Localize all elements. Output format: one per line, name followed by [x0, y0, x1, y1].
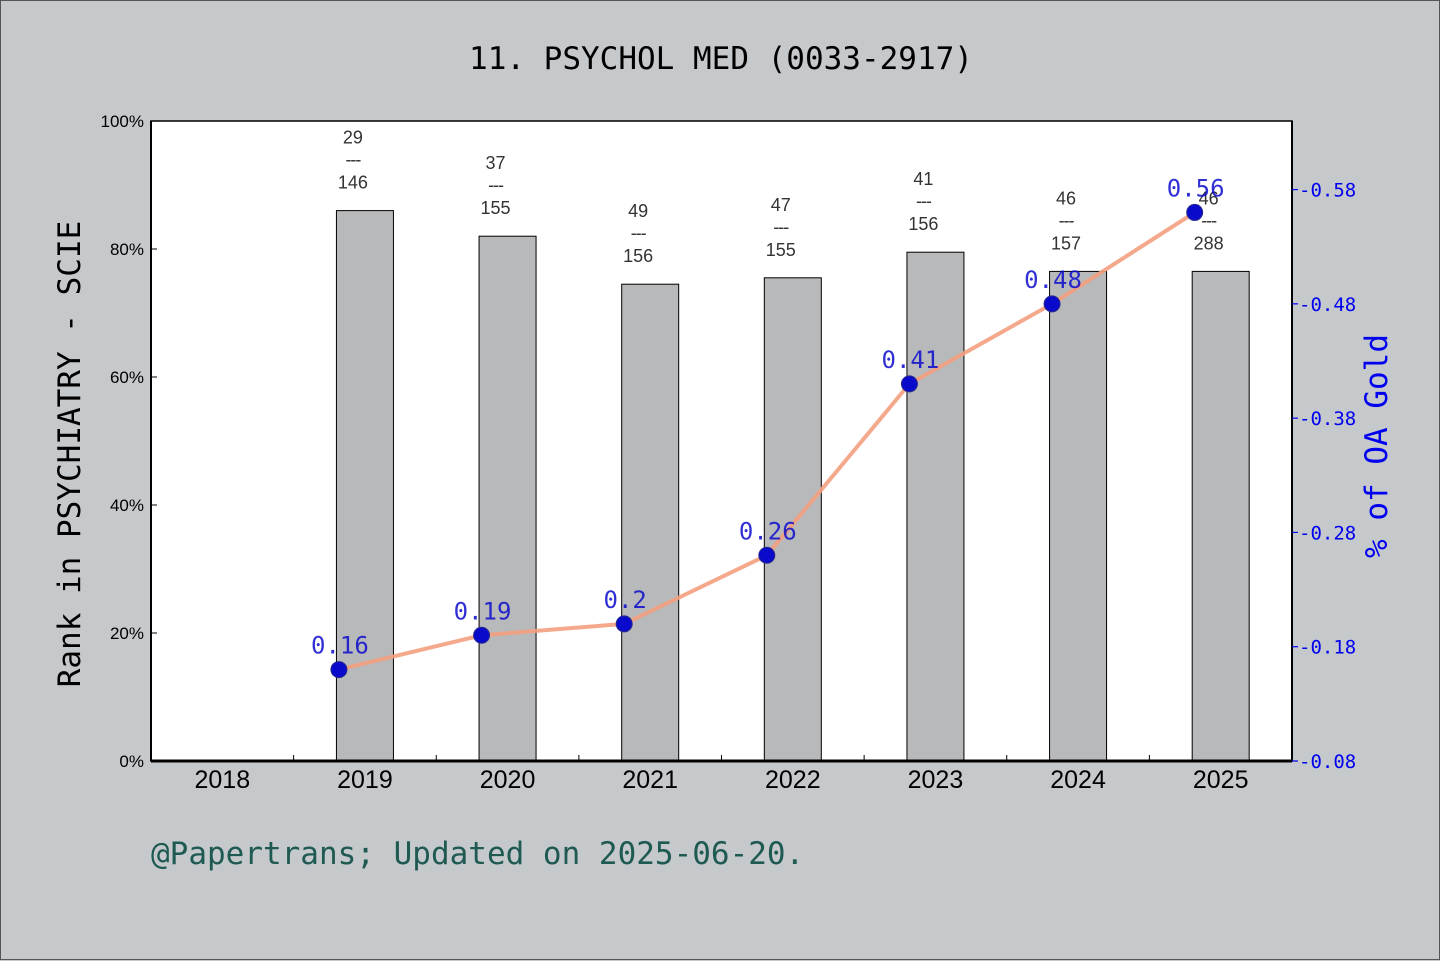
y-axis-title: Rank in PSYCHIATRY - SCIE — [52, 221, 88, 688]
bar-label-total-2023: 156 — [908, 214, 938, 234]
x-tick-label-2020: 2020 — [480, 766, 536, 794]
bar-label-rank-2019: 29 — [343, 128, 363, 148]
x-tick-label-2022: 2022 — [765, 766, 821, 794]
bar-label-total-2025: 288 — [1194, 233, 1224, 253]
oa-label-2025: 0.56 — [1167, 174, 1225, 202]
oa-point-2020 — [473, 626, 491, 644]
oa-point-2023 — [900, 375, 918, 393]
bar-2024 — [1049, 270, 1108, 762]
footer-text: @Papertrans; Updated on 2025-06-20. — [151, 836, 805, 872]
bar-2022 — [763, 277, 822, 762]
bar-2023 — [906, 251, 965, 762]
y-tick-label-0: 0% — [119, 752, 144, 771]
bar-label-total-2021: 156 — [623, 246, 653, 266]
oa-point-2022 — [758, 546, 776, 564]
y-tick-label-5: 100% — [101, 112, 144, 131]
bar-2020 — [478, 235, 537, 762]
oa-point-2021 — [615, 615, 633, 633]
bar-label-rank-2022: 47 — [771, 195, 791, 215]
y-tick-label-3: 60% — [110, 368, 144, 387]
oa-point-2025 — [1186, 203, 1204, 221]
y-right-tick-label-4: -0.48 — [1299, 294, 1356, 316]
oa-label-2024: 0.48 — [1024, 266, 1082, 294]
oa-label-2019: 0.16 — [311, 632, 369, 660]
bar-label-rank-2020: 37 — [486, 153, 506, 173]
bar-label-sep-2023: --- — [916, 191, 932, 211]
bar-2021 — [621, 283, 680, 762]
x-tick-label-2018: 2018 — [195, 766, 251, 794]
y-right-tick-label-0: -0.08 — [1299, 751, 1356, 773]
y-right-tick-label-2: -0.28 — [1299, 522, 1356, 544]
bar-label-rank-2025: 46 — [1199, 188, 1219, 208]
bar-2025 — [1191, 270, 1250, 762]
x-tick-label-2021: 2021 — [622, 766, 678, 794]
oa-label-2022: 0.26 — [739, 517, 797, 545]
bar-label-sep-2020: --- — [488, 175, 504, 195]
y-right-tick-label-5: -0.58 — [1299, 180, 1356, 202]
chart-title: 11. PSYCHOL MED (0033-2917) — [469, 41, 973, 77]
plot-area — [151, 121, 1292, 761]
y-axis-right-title: % of OA Gold — [1359, 334, 1395, 558]
oa-label-2023: 0.41 — [882, 346, 940, 374]
bar-label-sep-2022: --- — [773, 217, 789, 237]
bar-label-total-2024: 157 — [1051, 233, 1081, 253]
oa-point-2019 — [330, 661, 348, 679]
bar-label-total-2020: 155 — [481, 198, 511, 218]
oa-label-2020: 0.19 — [454, 597, 512, 625]
y-tick-label-1: 20% — [110, 624, 144, 643]
x-tick-label-2019: 2019 — [337, 766, 393, 794]
bar-label-total-2019: 146 — [338, 173, 368, 193]
bar-label-rank-2024: 46 — [1056, 188, 1076, 208]
oa-label-2021: 0.2 — [604, 586, 647, 614]
bar-label-sep-2024: --- — [1059, 210, 1075, 230]
x-tick-label-2024: 2024 — [1050, 766, 1106, 794]
bar-2019 — [335, 210, 394, 762]
oa-point-2024 — [1043, 295, 1061, 313]
x-tick-label-2023: 2023 — [908, 766, 964, 794]
bar-label-sep-2021: --- — [631, 223, 647, 243]
y-right-tick-label-3: -0.38 — [1299, 408, 1356, 430]
bar-label-total-2022: 155 — [766, 240, 796, 260]
bar-label-sep-2019: --- — [345, 150, 361, 170]
y-tick-label-2: 40% — [110, 496, 144, 515]
bar-label-rank-2021: 49 — [628, 201, 648, 221]
bar-label-sep-2025: --- — [1201, 210, 1217, 230]
x-tick-label-2025: 2025 — [1193, 766, 1249, 794]
y-tick-label-4: 80% — [110, 240, 144, 259]
bar-label-rank-2023: 41 — [913, 169, 933, 189]
y-right-tick-label-1: -0.18 — [1299, 637, 1356, 659]
